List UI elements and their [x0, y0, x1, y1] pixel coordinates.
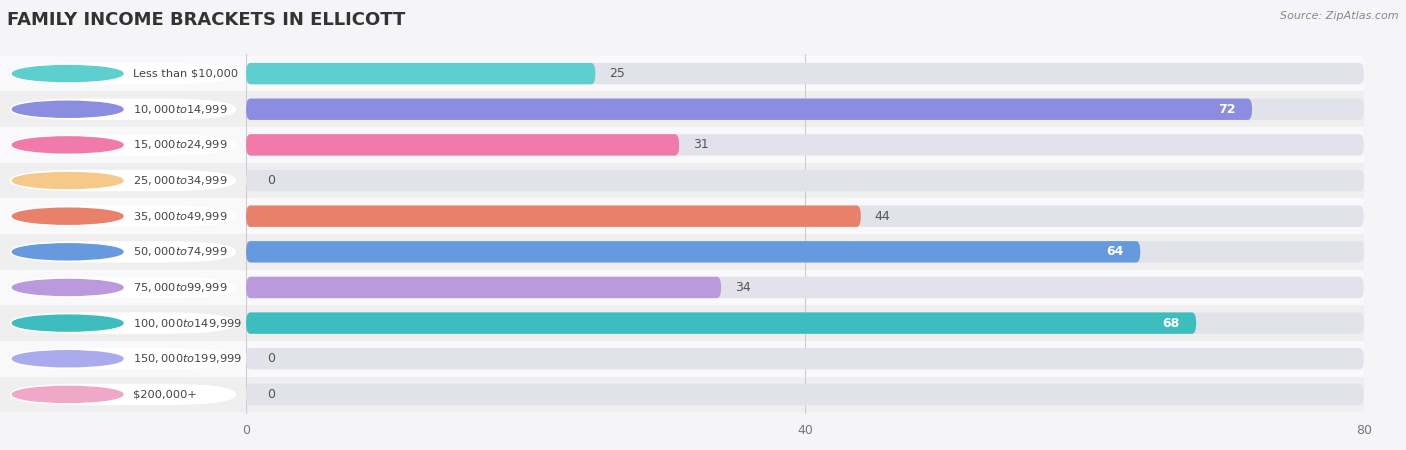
Text: 0: 0 [267, 388, 276, 401]
Circle shape [13, 387, 124, 402]
FancyBboxPatch shape [0, 270, 246, 305]
Bar [246, 305, 1364, 341]
Circle shape [13, 279, 124, 296]
FancyBboxPatch shape [10, 241, 236, 262]
FancyBboxPatch shape [246, 312, 1364, 334]
FancyBboxPatch shape [246, 99, 1364, 120]
Bar [246, 377, 1364, 412]
Text: 25: 25 [609, 67, 626, 80]
Text: 68: 68 [1163, 317, 1180, 329]
Text: $35,000 to $49,999: $35,000 to $49,999 [132, 210, 228, 223]
FancyBboxPatch shape [10, 312, 236, 334]
Text: Source: ZipAtlas.com: Source: ZipAtlas.com [1281, 11, 1399, 21]
FancyBboxPatch shape [0, 341, 246, 377]
FancyBboxPatch shape [246, 206, 1364, 227]
Text: $50,000 to $74,999: $50,000 to $74,999 [132, 245, 228, 258]
Text: $75,000 to $99,999: $75,000 to $99,999 [132, 281, 228, 294]
Text: 0: 0 [267, 352, 276, 365]
Circle shape [13, 66, 124, 81]
Bar [246, 127, 1364, 163]
FancyBboxPatch shape [0, 163, 246, 198]
Text: 0: 0 [267, 174, 276, 187]
Circle shape [13, 244, 124, 260]
FancyBboxPatch shape [246, 384, 1364, 405]
Text: $100,000 to $149,999: $100,000 to $149,999 [132, 317, 242, 329]
FancyBboxPatch shape [0, 198, 246, 234]
Text: 34: 34 [735, 281, 751, 294]
FancyBboxPatch shape [246, 312, 1197, 334]
FancyBboxPatch shape [246, 277, 1364, 298]
FancyBboxPatch shape [0, 305, 246, 341]
Bar [246, 341, 1364, 377]
FancyBboxPatch shape [10, 134, 236, 156]
FancyBboxPatch shape [246, 348, 1364, 369]
FancyBboxPatch shape [246, 241, 1364, 262]
FancyBboxPatch shape [10, 206, 236, 227]
Text: Less than $10,000: Less than $10,000 [132, 68, 238, 79]
Circle shape [13, 351, 124, 367]
FancyBboxPatch shape [246, 134, 1364, 156]
Text: $10,000 to $14,999: $10,000 to $14,999 [132, 103, 228, 116]
Bar [246, 198, 1364, 234]
FancyBboxPatch shape [0, 56, 246, 91]
Text: $200,000+: $200,000+ [132, 389, 197, 400]
Circle shape [13, 315, 124, 331]
FancyBboxPatch shape [246, 206, 860, 227]
FancyBboxPatch shape [246, 99, 1253, 120]
FancyBboxPatch shape [10, 348, 236, 369]
FancyBboxPatch shape [0, 91, 246, 127]
FancyBboxPatch shape [246, 241, 1140, 262]
Circle shape [13, 137, 124, 153]
Text: 72: 72 [1218, 103, 1236, 116]
FancyBboxPatch shape [246, 170, 1364, 191]
FancyBboxPatch shape [0, 377, 246, 412]
Circle shape [13, 208, 124, 224]
Circle shape [13, 172, 124, 189]
FancyBboxPatch shape [10, 170, 236, 191]
Text: FAMILY INCOME BRACKETS IN ELLICOTT: FAMILY INCOME BRACKETS IN ELLICOTT [7, 11, 405, 29]
Bar [246, 163, 1364, 198]
Circle shape [13, 101, 124, 117]
Text: $25,000 to $34,999: $25,000 to $34,999 [132, 174, 228, 187]
FancyBboxPatch shape [246, 277, 721, 298]
FancyBboxPatch shape [10, 63, 236, 84]
FancyBboxPatch shape [246, 63, 1364, 84]
FancyBboxPatch shape [0, 127, 246, 163]
FancyBboxPatch shape [0, 234, 246, 270]
FancyBboxPatch shape [10, 99, 236, 120]
Text: 44: 44 [875, 210, 890, 223]
Bar [246, 270, 1364, 305]
Bar [246, 91, 1364, 127]
FancyBboxPatch shape [10, 384, 236, 405]
Text: $150,000 to $199,999: $150,000 to $199,999 [132, 352, 242, 365]
Text: 31: 31 [693, 139, 709, 151]
FancyBboxPatch shape [246, 63, 595, 84]
FancyBboxPatch shape [246, 134, 679, 156]
Text: 64: 64 [1107, 245, 1123, 258]
Bar [246, 234, 1364, 270]
Bar [246, 56, 1364, 91]
FancyBboxPatch shape [10, 277, 236, 298]
Text: $15,000 to $24,999: $15,000 to $24,999 [132, 139, 228, 151]
